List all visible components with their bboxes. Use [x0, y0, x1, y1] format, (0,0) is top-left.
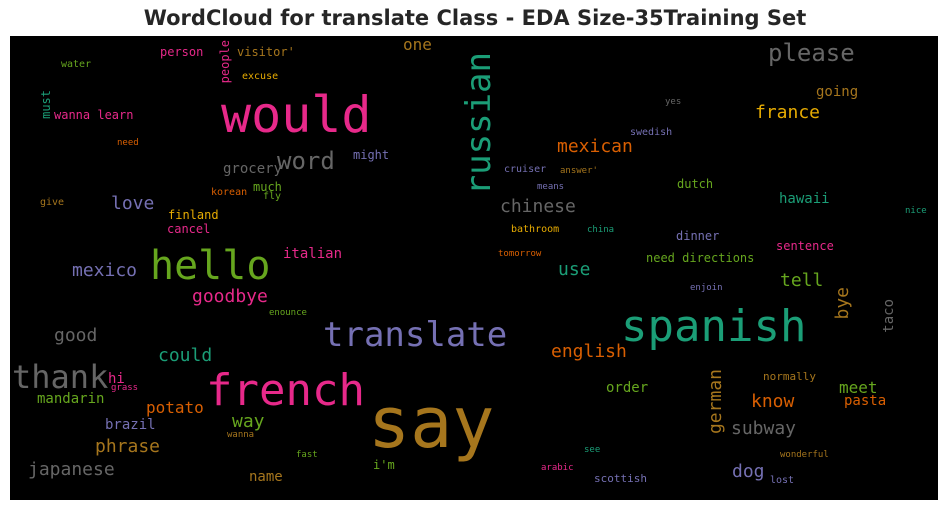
word-dutch: dutch — [677, 177, 714, 191]
word-wanna: wanna — [227, 430, 255, 440]
word-water: water — [61, 59, 92, 70]
word-pasta: pasta — [844, 393, 887, 409]
word-phrase: phrase — [95, 436, 161, 457]
word-cruiser: cruiser — [504, 164, 547, 175]
word-hi: hi — [108, 371, 125, 387]
word-hawaii: hawaii — [779, 191, 830, 207]
word-i-m: i'm — [373, 458, 395, 472]
word-must: must — [39, 90, 53, 119]
word-arabic: arabic — [541, 463, 574, 473]
word-italian: italian — [283, 246, 343, 262]
word-wanna-learn: wanna learn — [54, 108, 134, 122]
word-say: say — [368, 382, 495, 464]
word-thank: thank — [12, 358, 109, 396]
chart-title: WordCloud for translate Class - EDA Size… — [143, 6, 807, 30]
word-dinner: dinner — [676, 229, 720, 243]
word-means: means — [537, 182, 565, 192]
word-people: people — [218, 40, 232, 84]
word-word: word — [277, 147, 335, 175]
word-excuse: excuse — [242, 71, 279, 82]
word-need: need — [117, 138, 139, 148]
word-mexico: mexico — [72, 260, 138, 281]
word-grass: grass — [111, 383, 139, 393]
word-chinese: chinese — [500, 196, 576, 217]
word-meet: meet — [839, 378, 878, 397]
word-tell: tell — [780, 270, 824, 291]
word-china: china — [587, 225, 615, 235]
word-know: know — [751, 391, 795, 412]
word-bathroom: bathroom — [511, 224, 560, 235]
word-korean: korean — [211, 187, 248, 198]
word-tomorrow: tomorrow — [498, 249, 542, 259]
word-hello: hello — [150, 243, 271, 289]
word-way: way — [232, 411, 265, 432]
word-fast: fast — [296, 450, 318, 460]
word-could: could — [158, 345, 213, 366]
word-would: would — [221, 86, 372, 144]
word-might: might — [353, 148, 390, 162]
word-spanish: spanish — [621, 301, 807, 352]
word-cancel: cancel — [167, 222, 211, 236]
word-german: german — [705, 369, 726, 435]
word-fly: fly — [263, 191, 282, 202]
word-visitor: visitor' — [237, 45, 295, 59]
word-subway: subway — [731, 418, 797, 439]
word-potato: potato — [146, 398, 204, 417]
word-finland: finland — [168, 208, 219, 222]
word-nice: nice — [905, 206, 927, 216]
word-much: much — [253, 180, 282, 194]
wordcloud-canvas: say french spanish would hello translate russi… — [10, 36, 938, 500]
word-one: one — [403, 36, 432, 54]
word-brazil: brazil — [105, 417, 156, 433]
word-lost: lost — [770, 475, 795, 486]
word-russian: russian — [459, 52, 499, 196]
word-france: france — [755, 102, 821, 123]
word-bye: bye — [832, 287, 853, 320]
word-japanese: japanese — [28, 459, 115, 480]
word-see: see — [584, 445, 601, 455]
word-need-directions: need directions — [646, 251, 755, 265]
word-mexican: mexican — [557, 136, 633, 157]
word-enjoin: enjoin — [690, 283, 723, 293]
word-sentence: sentence — [776, 239, 834, 253]
word-scottish: scottish — [594, 472, 647, 485]
word-taco: taco — [881, 299, 897, 333]
word-yes: yes — [665, 97, 682, 107]
word-swedish: swedish — [630, 127, 673, 138]
word-goodbye: goodbye — [192, 286, 268, 307]
word-person: person — [160, 45, 204, 59]
word-give: give — [40, 197, 65, 208]
word-mandarin: mandarin — [37, 391, 105, 407]
word-wonderful: wonderful — [780, 450, 829, 460]
word-english: english — [551, 341, 627, 362]
word-love: love — [111, 193, 155, 214]
word-use: use — [558, 259, 591, 280]
word-french: french — [206, 365, 365, 416]
word-going: going — [816, 84, 859, 100]
word-dog: dog — [732, 461, 765, 482]
word-translate: translate — [323, 315, 508, 355]
word-answer: answer' — [560, 166, 598, 176]
word-name: name — [249, 469, 283, 485]
word-normally: normally — [763, 370, 816, 383]
word-please: please — [768, 39, 855, 67]
word-order: order — [606, 380, 649, 396]
word-good: good — [54, 325, 98, 346]
word-grocery: grocery — [223, 161, 283, 177]
word-enounce: enounce — [269, 308, 307, 318]
